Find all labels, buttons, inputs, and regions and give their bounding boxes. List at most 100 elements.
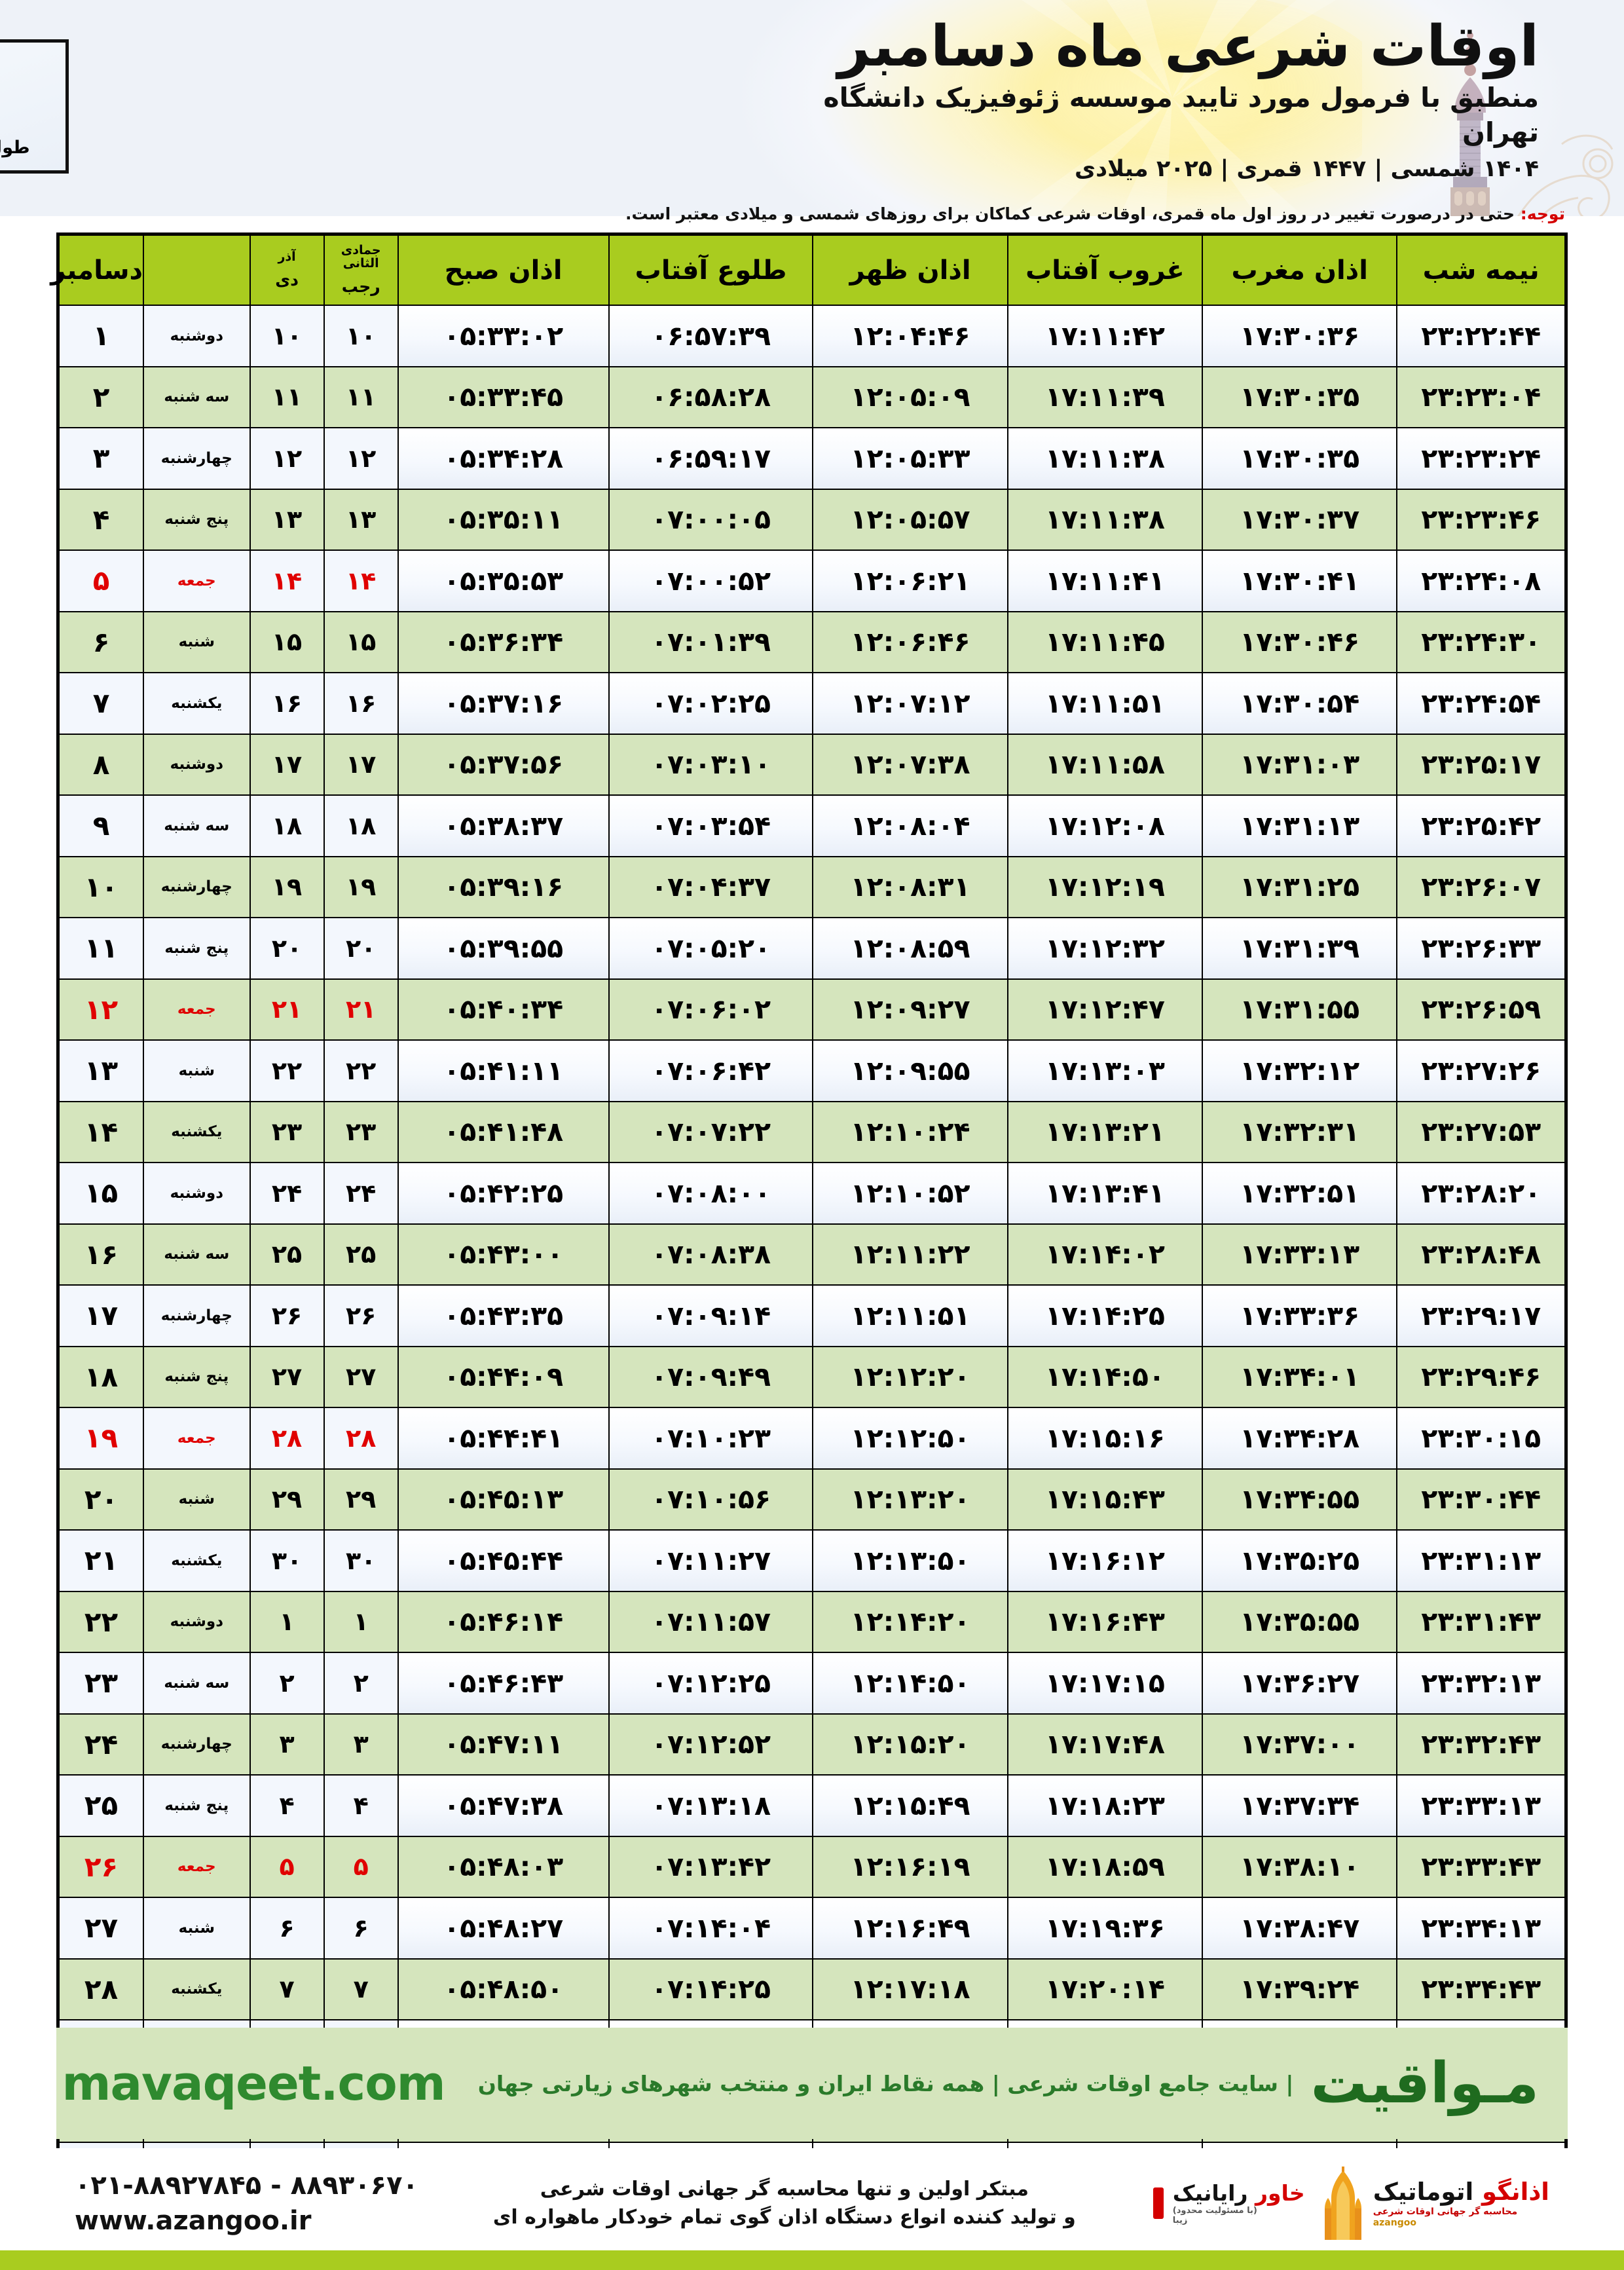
- day-maghrib: ۱۷:۳۹:۲۴: [1240, 1973, 1360, 2005]
- day-gregorian: ۱۷: [84, 1299, 119, 1332]
- cell-day-weekday: یکشنبه: [143, 1100, 251, 1163]
- location-box: سیدجاسم الهایی/اهواز/خوزستان طول ۴۸٫۵۷۱۰…: [0, 39, 69, 174]
- day-maghrib: ۱۷:۳۱:۲۵: [1240, 871, 1360, 903]
- cell-day-sunset: ۱۷:۱۱:۳۹: [1006, 365, 1204, 428]
- day-dhuhr: ۱۲:۰۵:۵۷: [850, 504, 970, 536]
- cell-day-hijri: ۲۹: [323, 1468, 399, 1531]
- day-sunrise: ۰۷:۱۰:۵۶: [651, 1483, 771, 1516]
- day-fajr: ۰۵:۴۸:۵۰: [443, 1973, 564, 2005]
- day-gregorian: ۲۶: [84, 1850, 119, 1883]
- cell-day-gregorian: ۳: [57, 427, 145, 490]
- calendar-years: ۱۴۰۴ شمسی | ۱۴۴۷ قمری | ۲۰۲۵ میلادی: [1075, 155, 1539, 182]
- day-sunrise: ۰۷:۱۰:۲۳: [651, 1422, 771, 1454]
- day-sunrise: ۰۷:۱۱:۲۷: [651, 1544, 771, 1576]
- table-row: ۲۳:۳۲:۴۳ ۱۷:۳۷:۰۰ ۱۷:۱۷:۴۸ ۱۲:۱۵:۲۰ ۰۷:۱۲:۵۲…: [57, 1713, 1567, 1776]
- day-gregorian: ۱: [92, 320, 110, 352]
- day-sunrise: ۰۷:۰۲:۲۵: [651, 687, 771, 719]
- cell-day-maghrib: ۱۷:۳۴:۰۱: [1202, 1345, 1398, 1408]
- day-maghrib: ۱۷:۳۰:۵۴: [1240, 687, 1360, 719]
- cell-day-fajr: ۰۵:۴۱:۴۸: [397, 1100, 610, 1163]
- day-fajr: ۰۵:۴۰:۳۴: [443, 994, 564, 1026]
- day-maghrib: ۱۷:۳۵:۵۵: [1240, 1606, 1360, 1638]
- day-maghrib: ۱۷:۳۰:۴۱: [1240, 565, 1360, 597]
- day-sunset: ۱۷:۱۸:۲۳: [1044, 1789, 1165, 1821]
- rayaneek-sub2: زیبا: [1172, 2215, 1188, 2225]
- day-weekday: سه شنبه: [164, 388, 230, 406]
- day-weekday: شنبه: [178, 1062, 215, 1079]
- cell-day-maghrib: ۱۷:۳۰:۴۱: [1202, 549, 1398, 612]
- cell-day-sunset: ۱۷:۱۹:۳۶: [1006, 1897, 1204, 1960]
- footer-contact: ۰۲۱-۸۸۹۲۷۸۴۵ - ۸۸۹۳۰۶۷۰ www.azangoo.ir: [75, 2170, 418, 2237]
- day-sunset: ۱۷:۱۹:۳۶: [1044, 1912, 1165, 1944]
- mavaqeet-url[interactable]: mavaqeet.com: [62, 2056, 445, 2111]
- cell-day-dhuhr: ۱۲:۱۴:۵۰: [812, 1652, 1008, 1715]
- day-dhuhr: ۱۲:۰۵:۰۹: [850, 381, 970, 413]
- cell-day-weekday: سه شنبه: [143, 365, 251, 428]
- cell-day-maghrib: ۱۷:۳۲:۵۱: [1202, 1162, 1398, 1225]
- day-gregorian: ۱۲: [84, 993, 119, 1026]
- cell-day-sunrise: ۰۷:۰۵:۲۰: [608, 917, 814, 980]
- day-sunset: ۱۷:۱۱:۳۸: [1044, 442, 1165, 474]
- day-midnight: ۲۳:۲۳:۴۶: [1421, 504, 1541, 536]
- cell-day-sunset: ۱۷:۱۶:۱۲: [1006, 1529, 1204, 1592]
- day-fajr: ۰۵:۴۳:۳۵: [443, 1299, 564, 1331]
- day-maghrib: ۱۷:۳۷:۳۴: [1240, 1789, 1360, 1821]
- cell-day-midnight: ۲۳:۲۳:۴۶: [1396, 488, 1567, 551]
- table-row: ۲۳:۲۵:۴۲ ۱۷:۳۱:۱۳ ۱۷:۱۲:۰۸ ۱۲:۰۸:۰۴ ۰۷:۰۳:۵۴…: [57, 794, 1567, 857]
- column-header-sunrise: طلوع آفتاب: [608, 233, 814, 306]
- day-midnight: ۲۳:۲۷:۲۶: [1421, 1054, 1541, 1087]
- day-sunset: ۱۷:۱۴:۵۰: [1044, 1361, 1165, 1393]
- table-row: ۲۳:۲۶:۵۹ ۱۷:۳۱:۵۵ ۱۷:۱۲:۴۷ ۱۲:۰۹:۲۷ ۰۷:۰۶:۰۲…: [57, 978, 1567, 1041]
- day-shamsi: ۱۷: [271, 750, 303, 779]
- cell-day-gregorian: ۱۲: [57, 978, 145, 1041]
- day-midnight: ۲۳:۳۳:۴۳: [1421, 1851, 1541, 1883]
- minaret-illustration: [1450, 32, 1490, 216]
- day-sunset: ۱۷:۱۳:۰۳: [1044, 1054, 1165, 1087]
- day-hijri: ۴: [353, 1791, 369, 1820]
- table-row: ۲۳:۲۴:۵۴ ۱۷:۳۰:۵۴ ۱۷:۱۱:۵۱ ۱۲:۰۷:۱۲ ۰۷:۰۲:۲۵…: [57, 672, 1567, 735]
- cell-day-weekday: سه شنبه: [143, 1652, 251, 1715]
- day-weekday: سه شنبه: [164, 817, 230, 834]
- day-weekday: پنج شنبه: [164, 939, 229, 957]
- day-midnight: ۲۳:۲۴:۳۰: [1421, 626, 1541, 658]
- cell-day-gregorian: ۲۱: [57, 1529, 145, 1592]
- day-fajr: ۰۵:۳۷:۱۶: [443, 687, 564, 719]
- contact-phone: ۰۲۱-۸۸۹۲۷۸۴۵ - ۸۸۹۳۰۶۷۰: [75, 2170, 418, 2201]
- cell-day-dhuhr: ۱۲:۰۷:۱۲: [812, 672, 1008, 735]
- day-hijri: ۵: [353, 1852, 369, 1882]
- day-hijri: ۳: [353, 1730, 369, 1759]
- cell-day-midnight: ۲۳:۲۶:۳۳: [1396, 917, 1567, 980]
- cell-day-midnight: ۲۳:۲۶:۵۹: [1396, 978, 1567, 1041]
- day-fajr: ۰۵:۳۴:۲۸: [443, 442, 564, 474]
- table-row: ۲۳:۳۰:۴۴ ۱۷:۳۴:۵۵ ۱۷:۱۵:۴۳ ۱۲:۱۳:۲۰ ۰۷:۱۰:۵۶…: [57, 1468, 1567, 1531]
- hijri-month-top: جمادی الثانی: [341, 243, 381, 271]
- day-sunset: ۱۷:۱۱:۵۸: [1044, 749, 1165, 781]
- day-midnight: ۲۳:۲۶:۵۹: [1421, 994, 1541, 1026]
- cell-day-maghrib: ۱۷:۳۰:۳۶: [1202, 305, 1398, 367]
- day-sunrise: ۰۶:۵۸:۲۸: [651, 381, 771, 413]
- cell-day-dhuhr: ۱۲:۰۸:۳۱: [812, 855, 1008, 918]
- cell-day-shamsi: ۱۵: [249, 610, 325, 673]
- cell-day-fajr: ۰۵:۴۳:۳۵: [397, 1284, 610, 1347]
- day-gregorian: ۲۸: [84, 1973, 119, 2005]
- cell-day-sunrise: ۰۷:۱۱:۵۷: [608, 1590, 814, 1653]
- cell-day-gregorian: ۲۴: [57, 1713, 145, 1776]
- table-row: ۲۳:۲۹:۱۷ ۱۷:۳۳:۳۶ ۱۷:۱۴:۲۵ ۱۲:۱۱:۵۱ ۰۷:۰۹:۱۴…: [57, 1284, 1567, 1347]
- day-fajr: ۰۵:۴۷:۱۱: [443, 1728, 564, 1760]
- day-hijri: ۲۳: [345, 1117, 377, 1147]
- day-dhuhr: ۱۲:۱۲:۵۰: [850, 1422, 970, 1454]
- day-maghrib: ۱۷:۳۱:۱۳: [1240, 809, 1360, 842]
- cell-day-sunset: ۱۷:۱۱:۳۸: [1006, 488, 1204, 551]
- day-sunrise: ۰۶:۵۹:۱۷: [651, 442, 771, 474]
- hijri-month-bottom: رجب: [341, 277, 380, 297]
- cell-day-midnight: ۲۳:۳۴:۱۳: [1396, 1897, 1567, 1960]
- day-sunset: ۱۷:۱۸:۵۹: [1044, 1851, 1165, 1883]
- cell-day-fajr: ۰۵:۳۸:۳۷: [397, 794, 610, 857]
- cell-day-sunset: ۱۷:۱۳:۴۱: [1006, 1162, 1204, 1225]
- sun-rays-decoration: [950, 0, 1362, 216]
- day-hijri: ۲۷: [345, 1362, 377, 1392]
- cell-day-dhuhr: ۱۲:۰۸:۰۴: [812, 794, 1008, 857]
- contact-website[interactable]: www.azangoo.ir: [75, 2206, 312, 2236]
- cell-day-shamsi: ۲۳: [249, 1100, 325, 1163]
- cell-day-hijri: ۶: [323, 1897, 399, 1960]
